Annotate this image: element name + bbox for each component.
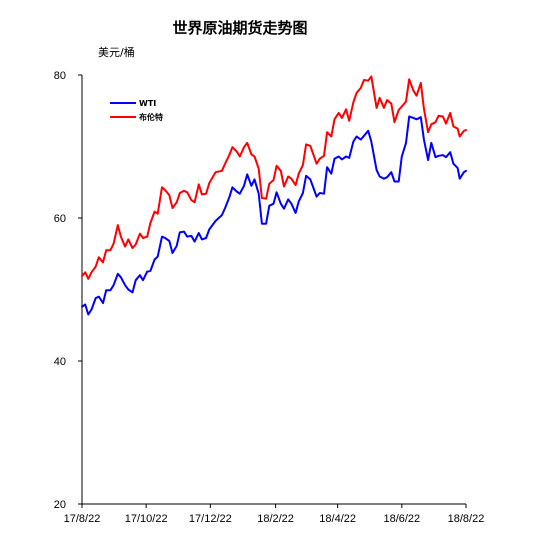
series-line-brent xyxy=(81,75,467,280)
legend-item-wti: WTI xyxy=(110,99,156,108)
series-line-wti xyxy=(81,115,467,316)
y-tick-label: 80 xyxy=(54,70,66,82)
y-tick-label: 20 xyxy=(54,499,66,511)
y-axis-ticks: 20 40 60 80 xyxy=(54,70,82,511)
x-tick-label: 17/12/22 xyxy=(189,513,232,525)
plot-series xyxy=(81,75,467,316)
chart-title: 世界原油期货走势图 xyxy=(172,19,307,37)
y-tick-label: 60 xyxy=(54,213,66,225)
y-tick-label: 40 xyxy=(54,356,66,368)
x-tick-label: 18/4/22 xyxy=(319,513,356,525)
chart-axes xyxy=(81,75,466,505)
legend-item-brent: 布伦特 xyxy=(110,112,163,122)
legend-label-brent: 布伦特 xyxy=(138,112,163,122)
x-axis-ticks: 17/8/22 17/10/22 17/12/22 18/2/22 18/4/22 18/… xyxy=(64,504,485,525)
legend: WTI 布伦特 xyxy=(110,99,163,122)
y-axis-unit-label: 美元/桶 xyxy=(98,45,135,59)
x-tick-label: 17/10/22 xyxy=(125,513,168,525)
x-tick-label: 17/8/22 xyxy=(64,513,101,525)
x-tick-label: 18/8/22 xyxy=(448,513,485,525)
x-tick-label: 18/6/22 xyxy=(383,513,420,525)
legend-label-wti: WTI xyxy=(139,99,156,108)
x-tick-label: 18/2/22 xyxy=(257,513,294,525)
